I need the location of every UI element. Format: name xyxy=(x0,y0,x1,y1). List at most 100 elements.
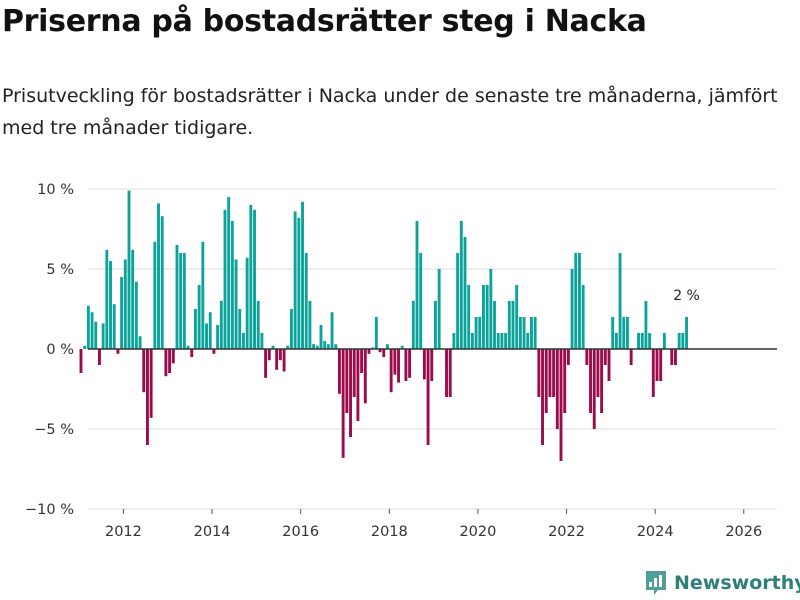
bar xyxy=(422,349,426,380)
bar xyxy=(282,349,286,372)
bar xyxy=(570,269,574,349)
bar xyxy=(408,349,412,378)
bar xyxy=(297,217,301,349)
bar xyxy=(622,317,626,349)
bar xyxy=(507,301,511,349)
bar xyxy=(437,269,441,349)
bar xyxy=(522,317,526,349)
bar xyxy=(212,349,216,354)
bar xyxy=(515,285,519,349)
bar xyxy=(160,216,164,349)
bar xyxy=(308,301,312,349)
bar xyxy=(533,317,537,349)
bar xyxy=(434,301,437,349)
brand-name: Newsworthy xyxy=(674,572,800,594)
bar xyxy=(674,349,677,365)
bar xyxy=(470,333,474,349)
x-tick-label: 2024 xyxy=(637,524,674,540)
bar xyxy=(548,349,552,397)
y-tick-label: 5 % xyxy=(46,262,74,278)
y-tick-label: 10 % xyxy=(37,182,74,198)
bar xyxy=(182,253,186,349)
newsworthy-logo[interactable]: Newsworthy xyxy=(644,568,800,598)
bar xyxy=(504,333,508,349)
axis-labels: 10 % 5 % 0 % −5 % −10 % 2012 2014 2016 2018 2020 2… xyxy=(25,182,762,540)
bar xyxy=(589,349,592,413)
bar xyxy=(404,349,408,381)
bar xyxy=(286,345,290,349)
bar xyxy=(208,312,212,349)
bar xyxy=(566,349,570,365)
bar xyxy=(234,259,238,349)
bar xyxy=(330,312,334,349)
bar xyxy=(448,349,452,397)
bar xyxy=(578,253,581,349)
bar xyxy=(456,253,460,349)
bar xyxy=(267,349,271,361)
bar xyxy=(400,345,404,349)
bar xyxy=(493,301,496,349)
bars xyxy=(79,190,688,461)
bar xyxy=(374,317,378,349)
bar xyxy=(278,349,282,361)
bar xyxy=(618,253,622,349)
bar xyxy=(496,333,500,349)
bar xyxy=(356,349,360,421)
bar xyxy=(389,349,393,393)
bar xyxy=(149,349,153,418)
x-tick-label: 2022 xyxy=(548,524,585,540)
y-tick-label: −10 % xyxy=(25,502,74,518)
bar xyxy=(611,317,615,349)
bar xyxy=(474,317,478,349)
bar xyxy=(637,333,640,349)
bar xyxy=(426,349,430,445)
bar xyxy=(338,349,341,394)
gridlines xyxy=(88,188,777,510)
bar xyxy=(482,285,485,349)
bar xyxy=(271,345,275,349)
bar xyxy=(301,201,304,349)
bar xyxy=(463,237,467,349)
bar xyxy=(526,333,530,349)
bar xyxy=(378,349,382,353)
bar xyxy=(197,285,201,349)
bar xyxy=(530,317,533,349)
bar xyxy=(367,349,371,354)
bar xyxy=(101,323,105,349)
bar xyxy=(326,344,330,349)
bar xyxy=(131,249,135,349)
bar xyxy=(644,301,648,349)
bar xyxy=(459,221,463,349)
bar xyxy=(194,309,197,349)
bar xyxy=(393,349,397,375)
bar xyxy=(157,203,160,349)
bar xyxy=(190,349,194,357)
bar xyxy=(363,349,367,404)
bar xyxy=(290,309,293,349)
bar xyxy=(541,349,544,445)
x-tick-label: 2014 xyxy=(194,524,231,540)
bar xyxy=(563,349,567,413)
bar xyxy=(349,349,352,437)
x-tick-label: 2012 xyxy=(105,524,142,540)
bar xyxy=(127,190,131,349)
bar xyxy=(607,349,611,381)
bar xyxy=(614,333,618,349)
chart-title: Priserna på bostadsrätter steg i Nacka xyxy=(2,4,647,39)
bar xyxy=(116,349,120,354)
bar xyxy=(685,317,688,349)
bar xyxy=(83,345,87,349)
latest-value-annotation: 2 % xyxy=(673,288,700,304)
bar xyxy=(253,209,256,349)
y-tick-label: −5 % xyxy=(34,422,74,438)
bar xyxy=(175,245,179,349)
bar xyxy=(112,304,116,349)
bar xyxy=(581,285,585,349)
bar xyxy=(90,312,94,349)
bar xyxy=(216,325,220,349)
bar xyxy=(230,221,234,349)
bar xyxy=(201,241,205,349)
bar xyxy=(312,344,316,349)
bar xyxy=(146,349,149,445)
bar xyxy=(659,349,663,381)
